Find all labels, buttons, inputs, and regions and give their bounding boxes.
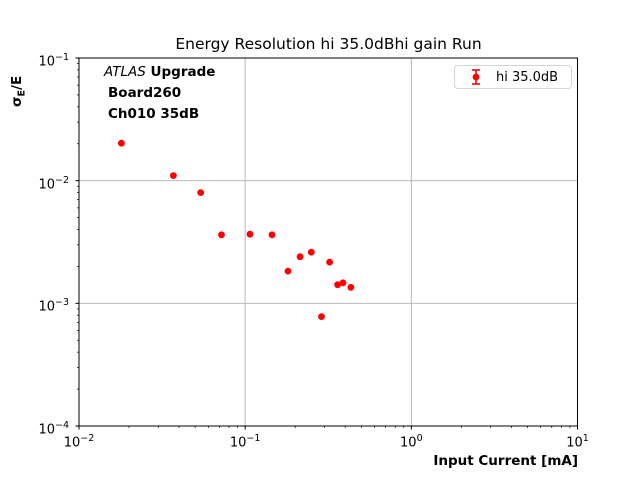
- y-axis-label-sigma: σ: [9, 96, 25, 107]
- legend-label: hi 35.0dB: [496, 69, 559, 85]
- annotation-channel: Ch010 35dB: [108, 106, 200, 122]
- y-tick-label: 10−4: [38, 420, 69, 438]
- data-point: [118, 139, 125, 147]
- data-point: [296, 253, 304, 261]
- data-point: [268, 231, 276, 239]
- data-point: [170, 172, 177, 180]
- annotation-text: ATLAS Upgrade Board260 Ch010 35dB: [104, 62, 215, 125]
- annotation-board: Board260: [108, 85, 182, 101]
- annotation-atlas: ATLAS: [104, 64, 146, 80]
- x-tick-label: 100: [400, 433, 423, 451]
- annotation-line-1: ATLAS Upgrade: [104, 62, 215, 83]
- y-axis-label: σE/E: [9, 76, 28, 107]
- data-point: [218, 231, 225, 239]
- chart-title: Energy Resolution hi 35.0dBhi gain Run: [175, 35, 482, 53]
- x-tick-label: 10−1: [229, 433, 261, 451]
- data-point: [246, 230, 254, 238]
- data-point: [318, 313, 325, 320]
- x-tick-label: 10−2: [63, 433, 95, 451]
- y-axis-label-subscript: E: [16, 89, 28, 97]
- data-point: [307, 248, 315, 256]
- data-point: [284, 267, 292, 275]
- y-tick-label: 10−2: [38, 174, 69, 192]
- legend-errorbar-marker: [472, 69, 480, 85]
- x-tick-label: 101: [566, 433, 589, 451]
- x-axis-label: Input Current [mA]: [433, 453, 578, 469]
- y-tick-label: 10−1: [38, 52, 69, 70]
- y-tick-label: 10−3: [38, 297, 69, 315]
- data-point: [334, 281, 341, 289]
- plot-frame: [78, 57, 578, 427]
- data-point: [339, 279, 347, 287]
- scatter-series: [118, 139, 355, 320]
- y-axis-label-rest: /E: [9, 75, 25, 90]
- data-point: [197, 189, 205, 197]
- data-point: [347, 283, 355, 291]
- data-point: [326, 258, 333, 266]
- gridlines: [79, 58, 578, 426]
- annotation-upgrade: Upgrade: [145, 64, 216, 80]
- legend-box: hi 35.0dB: [454, 65, 572, 89]
